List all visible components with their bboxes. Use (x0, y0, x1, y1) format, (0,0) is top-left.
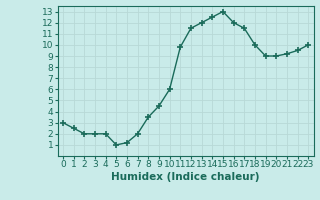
X-axis label: Humidex (Indice chaleur): Humidex (Indice chaleur) (111, 172, 260, 182)
